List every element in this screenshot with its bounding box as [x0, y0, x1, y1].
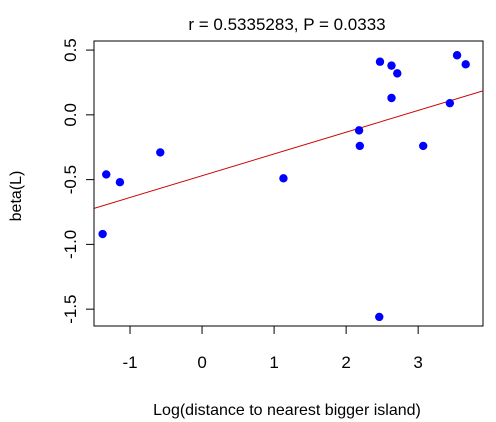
data-point	[279, 174, 288, 183]
y-tick-label: -1.5	[61, 295, 80, 324]
y-tick-label: 0.0	[61, 103, 80, 127]
y-axis-label: beta(L)	[8, 171, 25, 222]
data-point	[452, 51, 462, 60]
x-tick-label: 2	[341, 353, 350, 372]
points-layer	[98, 51, 470, 322]
data-point	[419, 141, 428, 151]
y-tick-label: 0.5	[61, 38, 80, 62]
x-tick-label: 3	[413, 353, 422, 372]
data-point	[98, 229, 107, 239]
data-point	[387, 61, 396, 70]
plot-frame	[93, 40, 484, 327]
x-tick-label: -1	[122, 353, 137, 372]
y-axis: -1.5 -1.0 -0.5 0.0 0.5	[61, 38, 95, 324]
x-axis-label: Log(distance to nearest bigger island)	[153, 402, 421, 419]
data-point	[354, 126, 364, 135]
data-point	[375, 312, 384, 322]
y-tick-label: -1.0	[61, 230, 80, 259]
data-point	[387, 93, 396, 103]
x-axis: -1 0 1 2 3	[122, 325, 423, 372]
data-point	[375, 57, 385, 66]
fit-line-layer	[94, 90, 483, 209]
data-point	[445, 98, 455, 108]
data-point	[115, 178, 125, 187]
data-point	[156, 148, 165, 157]
data-point	[393, 69, 402, 78]
x-tick-label: 1	[269, 353, 278, 372]
y-tick-label: -0.5	[61, 165, 80, 194]
x-tick-label: 0	[197, 353, 206, 372]
data-point	[461, 60, 470, 69]
chart-title: r = 0.5335283, P = 0.0333	[188, 15, 385, 34]
data-point	[102, 170, 111, 179]
regression-line	[94, 90, 483, 209]
data-point	[355, 141, 365, 151]
